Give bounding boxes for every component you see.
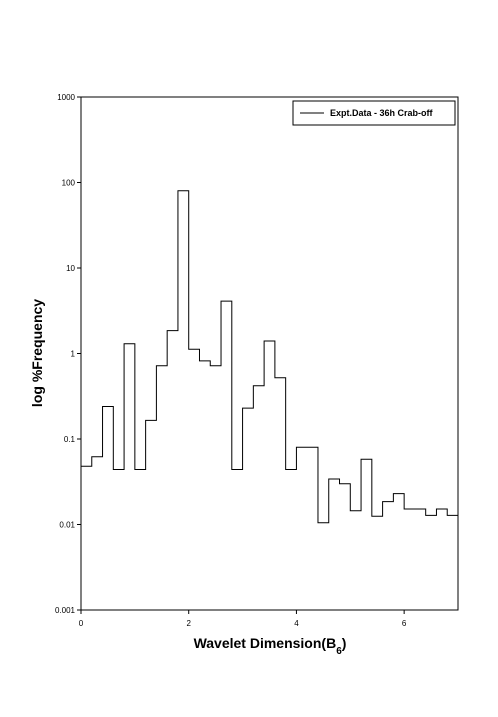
y-tick-label: 10 bbox=[66, 264, 75, 273]
x-axis: 0 2 4 6 bbox=[79, 610, 407, 628]
y-axis-title: log %Frequency bbox=[29, 299, 45, 407]
y-tick-label: 1 bbox=[71, 350, 76, 359]
x-axis-title: Wavelet Dimension(B6) bbox=[194, 635, 347, 657]
x-axis-title-subscript: 6 bbox=[336, 646, 342, 657]
x-axis-title-suffix: ) bbox=[342, 635, 347, 651]
legend: Expt.Data - 36h Crab-off bbox=[292, 100, 456, 126]
x-tick-label: 4 bbox=[294, 619, 299, 628]
y-tick-label: 0.001 bbox=[55, 606, 76, 615]
y-tick-label: 0.1 bbox=[64, 435, 76, 444]
x-tick-label: 2 bbox=[186, 619, 191, 628]
legend-label: Expt.Data - 36h Crab-off bbox=[330, 108, 434, 118]
y-tick-label: 100 bbox=[62, 179, 76, 188]
x-tick-label: 6 bbox=[402, 619, 407, 628]
series-step-line bbox=[81, 190, 459, 524]
plot-area-frame bbox=[80, 96, 459, 611]
y-tick-label: 0.01 bbox=[59, 521, 75, 530]
x-axis-title-main: Wavelet Dimension(B bbox=[194, 635, 337, 651]
y-tick-label: 1000 bbox=[57, 93, 75, 102]
y-axis: 0.001 0.01 0.1 1 10 100 1000 bbox=[55, 93, 81, 615]
x-tick-label: 0 bbox=[79, 619, 84, 628]
